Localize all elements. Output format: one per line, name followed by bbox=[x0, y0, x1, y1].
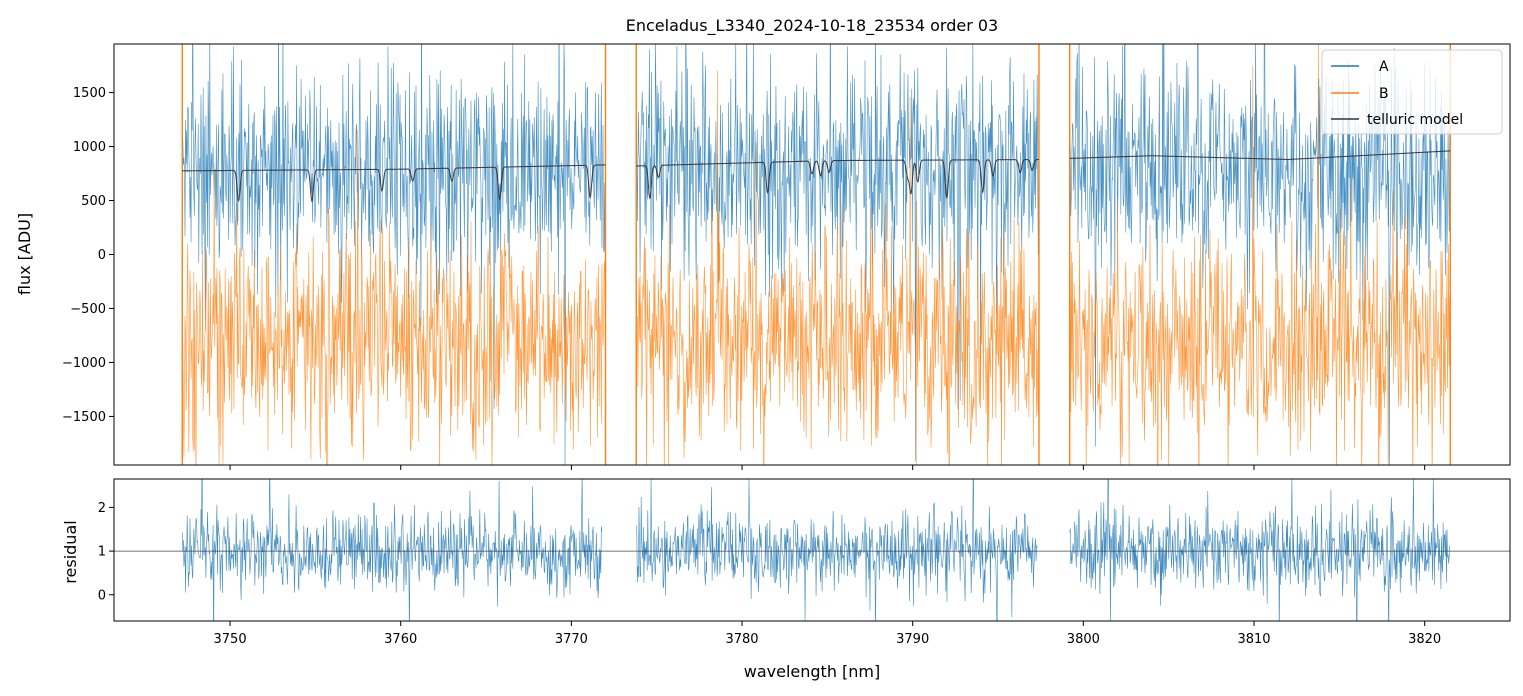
flux-y-tick-label: 500 bbox=[81, 194, 106, 209]
series-b-line-segment-2 bbox=[635, 70, 1040, 465]
flux-data-layer bbox=[181, 44, 1451, 465]
flux-panel: −1500 −1000 −500 0 500 1000 1500 flux [ADU] A … bbox=[15, 43, 1511, 470]
legend-label-b: B bbox=[1379, 86, 1389, 102]
x-tick-label: 3780 bbox=[725, 632, 758, 647]
residual-panel: 0 1 2 3750 3760 3770 3780 3790 3800 3810 3820 res… bbox=[61, 478, 1511, 681]
series-a-line-segment-1 bbox=[181, 44, 606, 465]
residual-line-segment-1 bbox=[181, 479, 603, 621]
telluric-model-line-segment-3 bbox=[1069, 150, 1451, 161]
series-a-line-segment-3 bbox=[1069, 44, 1451, 465]
residual-y-ticks: 0 1 2 bbox=[98, 501, 114, 603]
x-tick-label: 3760 bbox=[384, 632, 417, 647]
flux-y-tick-label: 1000 bbox=[73, 140, 106, 155]
residual-axes-frame bbox=[113, 478, 1511, 622]
legend-label-a: A bbox=[1379, 59, 1389, 75]
series-b-line-segment-1 bbox=[181, 130, 606, 465]
residual-line-segment-3 bbox=[1069, 479, 1451, 621]
legend-frame bbox=[1321, 49, 1503, 135]
residual-y-axis-label: residual bbox=[61, 520, 80, 583]
series-b-line-segment-3 bbox=[1069, 44, 1451, 465]
telluric-model-line-segment-2 bbox=[636, 158, 1039, 200]
x-tick-label: 3800 bbox=[1067, 632, 1100, 647]
x-tick-label: 3810 bbox=[1237, 632, 1270, 647]
residual-x-ticks: 3750 3760 3770 3780 3790 3800 3810 3820 bbox=[214, 621, 1441, 647]
x-tick-label: 3750 bbox=[214, 632, 247, 647]
residual-y-tick-label: 0 bbox=[98, 588, 106, 603]
flux-y-tick-label: −1000 bbox=[62, 356, 106, 371]
residual-y-tick-label: 2 bbox=[98, 501, 106, 516]
legend: A B telluric model bbox=[1321, 49, 1503, 135]
residual-y-tick-label: 1 bbox=[98, 545, 106, 560]
flux-y-axis-label: flux [ADU] bbox=[15, 213, 34, 295]
chart-title: Enceladus_L3340_2024-10-18_23534 order 0… bbox=[626, 16, 998, 36]
residual-data-layer bbox=[114, 479, 1510, 621]
flux-y-tick-label: −1500 bbox=[62, 410, 106, 425]
x-tick-label: 3820 bbox=[1408, 632, 1441, 647]
flux-y-tick-label: −500 bbox=[70, 302, 106, 317]
flux-y-ticks: −1500 −1000 −500 0 500 1000 1500 bbox=[62, 86, 114, 425]
x-axis-label: wavelength [nm] bbox=[744, 662, 881, 681]
x-tick-label: 3770 bbox=[555, 632, 588, 647]
x-tick-label: 3790 bbox=[896, 632, 929, 647]
flux-y-tick-label: 1500 bbox=[73, 86, 106, 101]
flux-x-ticks bbox=[229, 465, 1426, 470]
flux-y-tick-label: 0 bbox=[98, 248, 106, 263]
legend-label-telluric: telluric model bbox=[1367, 112, 1463, 128]
telluric-model-line-segment-1 bbox=[182, 164, 606, 203]
